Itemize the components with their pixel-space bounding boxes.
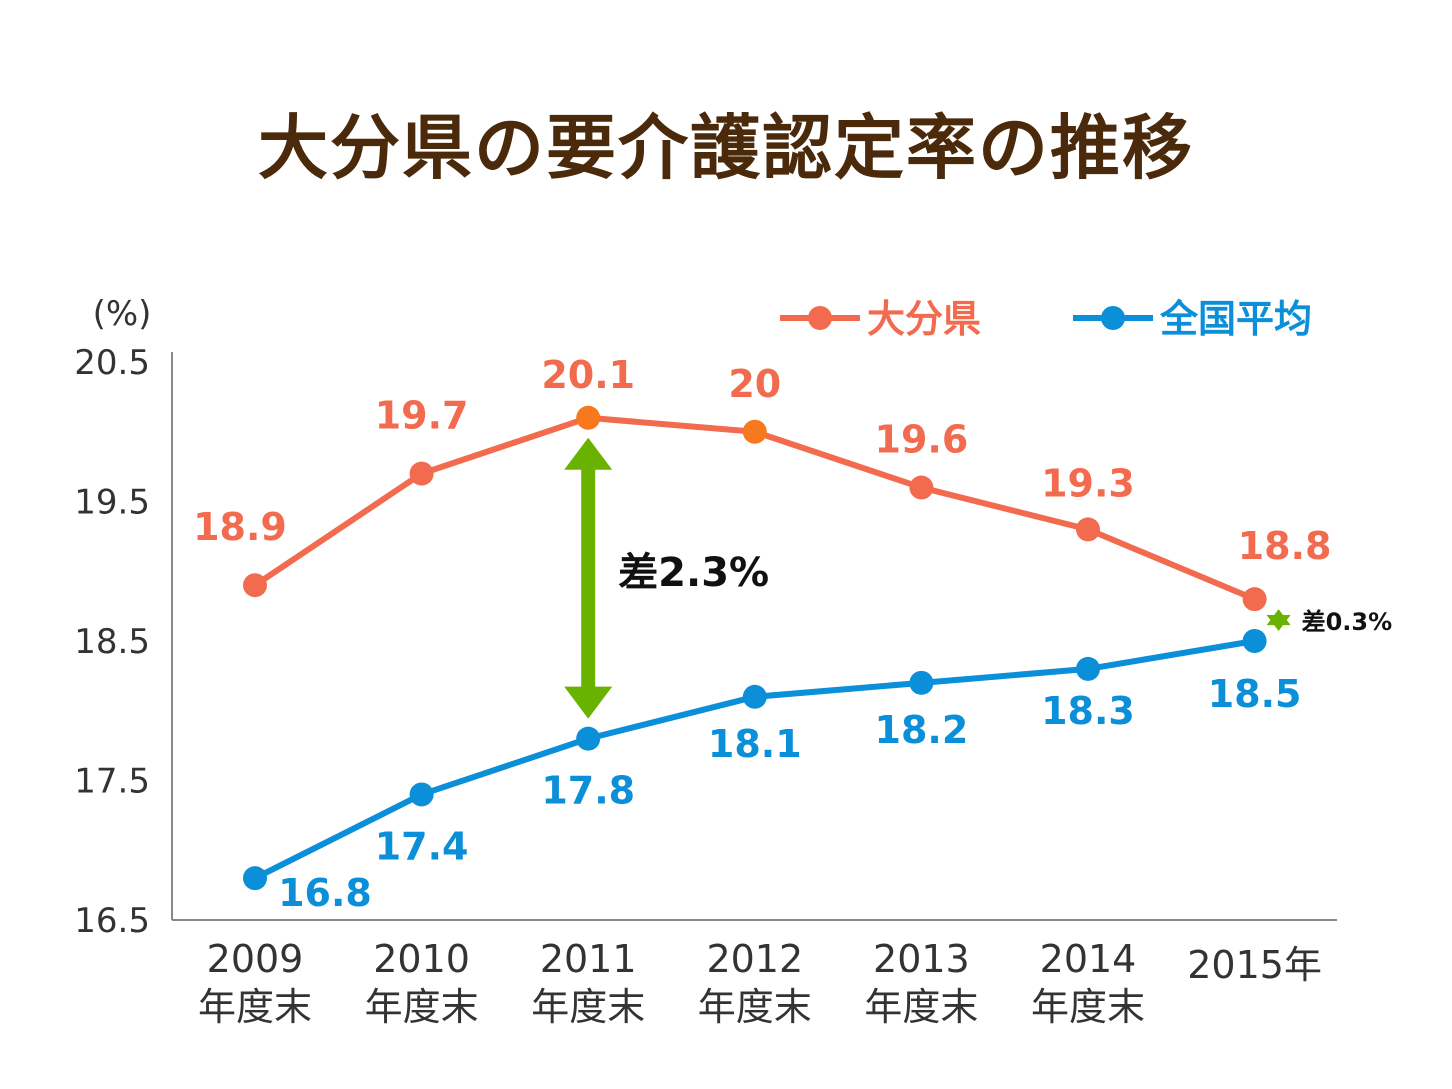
- data-point: [576, 405, 601, 430]
- difference-arrow: 差2.3%: [564, 437, 769, 719]
- x-tick-line: 年度末: [698, 985, 812, 1029]
- data-label: 18.2: [875, 708, 969, 752]
- y-tick-label: 19.5: [74, 483, 150, 523]
- data-point: [1076, 656, 1100, 681]
- y-tick-label: 20.5: [74, 343, 150, 383]
- y-tick-label: 16.5: [74, 901, 150, 941]
- x-tick-line: 年度末: [531, 985, 645, 1029]
- data-point: [742, 684, 767, 709]
- difference-arrow: 差0.3%: [1266, 608, 1393, 636]
- arrow-head-up: [564, 437, 613, 470]
- data-label: 17.4: [375, 824, 469, 868]
- x-tick-line: 2010: [373, 937, 470, 981]
- difference-label: 差2.3%: [618, 550, 769, 596]
- legend-marker: [808, 306, 832, 330]
- annotations: 差2.3% 差0.3%: [564, 437, 1393, 719]
- data-point: [742, 419, 767, 444]
- data-label: 18.1: [708, 722, 802, 766]
- data-label: 16.8: [278, 871, 372, 915]
- data-label: 18.9: [193, 505, 287, 549]
- series-markers: [243, 405, 1267, 891]
- data-point: [409, 782, 434, 807]
- x-tick-line: 年度末: [365, 985, 479, 1029]
- data-point: [909, 670, 934, 695]
- data-point: [409, 461, 434, 486]
- legend: 大分県 全国平均: [780, 297, 1312, 341]
- arrow-head-down: [564, 686, 613, 719]
- data-label: 18.5: [1208, 672, 1302, 716]
- data-point: [1076, 517, 1100, 542]
- data-point: [909, 475, 934, 500]
- x-tick-line: 2009: [207, 937, 304, 981]
- tick-labels: 20.519.518.517.516.5(%)2009年度末2010年度末201…: [74, 294, 1322, 1029]
- data-label: 19.7: [375, 394, 469, 438]
- x-tick-line: 2014: [1040, 937, 1137, 981]
- data-label: 18.3: [1041, 689, 1135, 733]
- data-label: 17.8: [541, 769, 635, 813]
- data-point: [243, 573, 267, 598]
- legend-label: 大分県: [867, 297, 981, 341]
- x-tick-line: 年度末: [1031, 985, 1145, 1029]
- data-label: 19.6: [875, 418, 969, 462]
- arrow-head-down: [1266, 615, 1291, 631]
- x-tick-line: 2013: [873, 937, 970, 981]
- y-tick-label: 17.5: [74, 762, 150, 802]
- x-tick-line: 2012: [706, 937, 803, 981]
- x-tick-line: 2011: [540, 937, 637, 981]
- data-point: [576, 726, 601, 751]
- data-labels: 18.9 19.7 20.1 20 19.6 19.3 18.8 16.817.4 17.8 18…: [193, 353, 1331, 915]
- data-label: 20.1: [541, 353, 635, 397]
- chart-title: 大分県の要介護認定率の推移: [258, 107, 1194, 189]
- data-label: 19.3: [1041, 461, 1135, 505]
- y-axis-unit: (%): [93, 294, 152, 334]
- x-tick-label: 2015年: [1187, 943, 1322, 987]
- x-tick-line: 年度末: [864, 985, 978, 1029]
- x-tick-line: 年度末: [198, 985, 312, 1029]
- data-label: 20: [728, 362, 781, 406]
- legend-item: 全国平均: [1073, 297, 1312, 341]
- legend-marker: [1101, 306, 1125, 330]
- data-label: 18.8: [1238, 524, 1332, 568]
- x-tick-line: 2015年: [1187, 943, 1322, 987]
- data-point: [243, 866, 267, 891]
- data-point: [1242, 587, 1267, 612]
- data-point: [1242, 629, 1267, 653]
- legend-item: 大分県: [780, 297, 981, 341]
- axes: [171, 352, 1337, 921]
- difference-label: 差0.3%: [1302, 608, 1393, 636]
- y-tick-label: 18.5: [74, 622, 150, 662]
- legend-label: 全国平均: [1159, 297, 1312, 341]
